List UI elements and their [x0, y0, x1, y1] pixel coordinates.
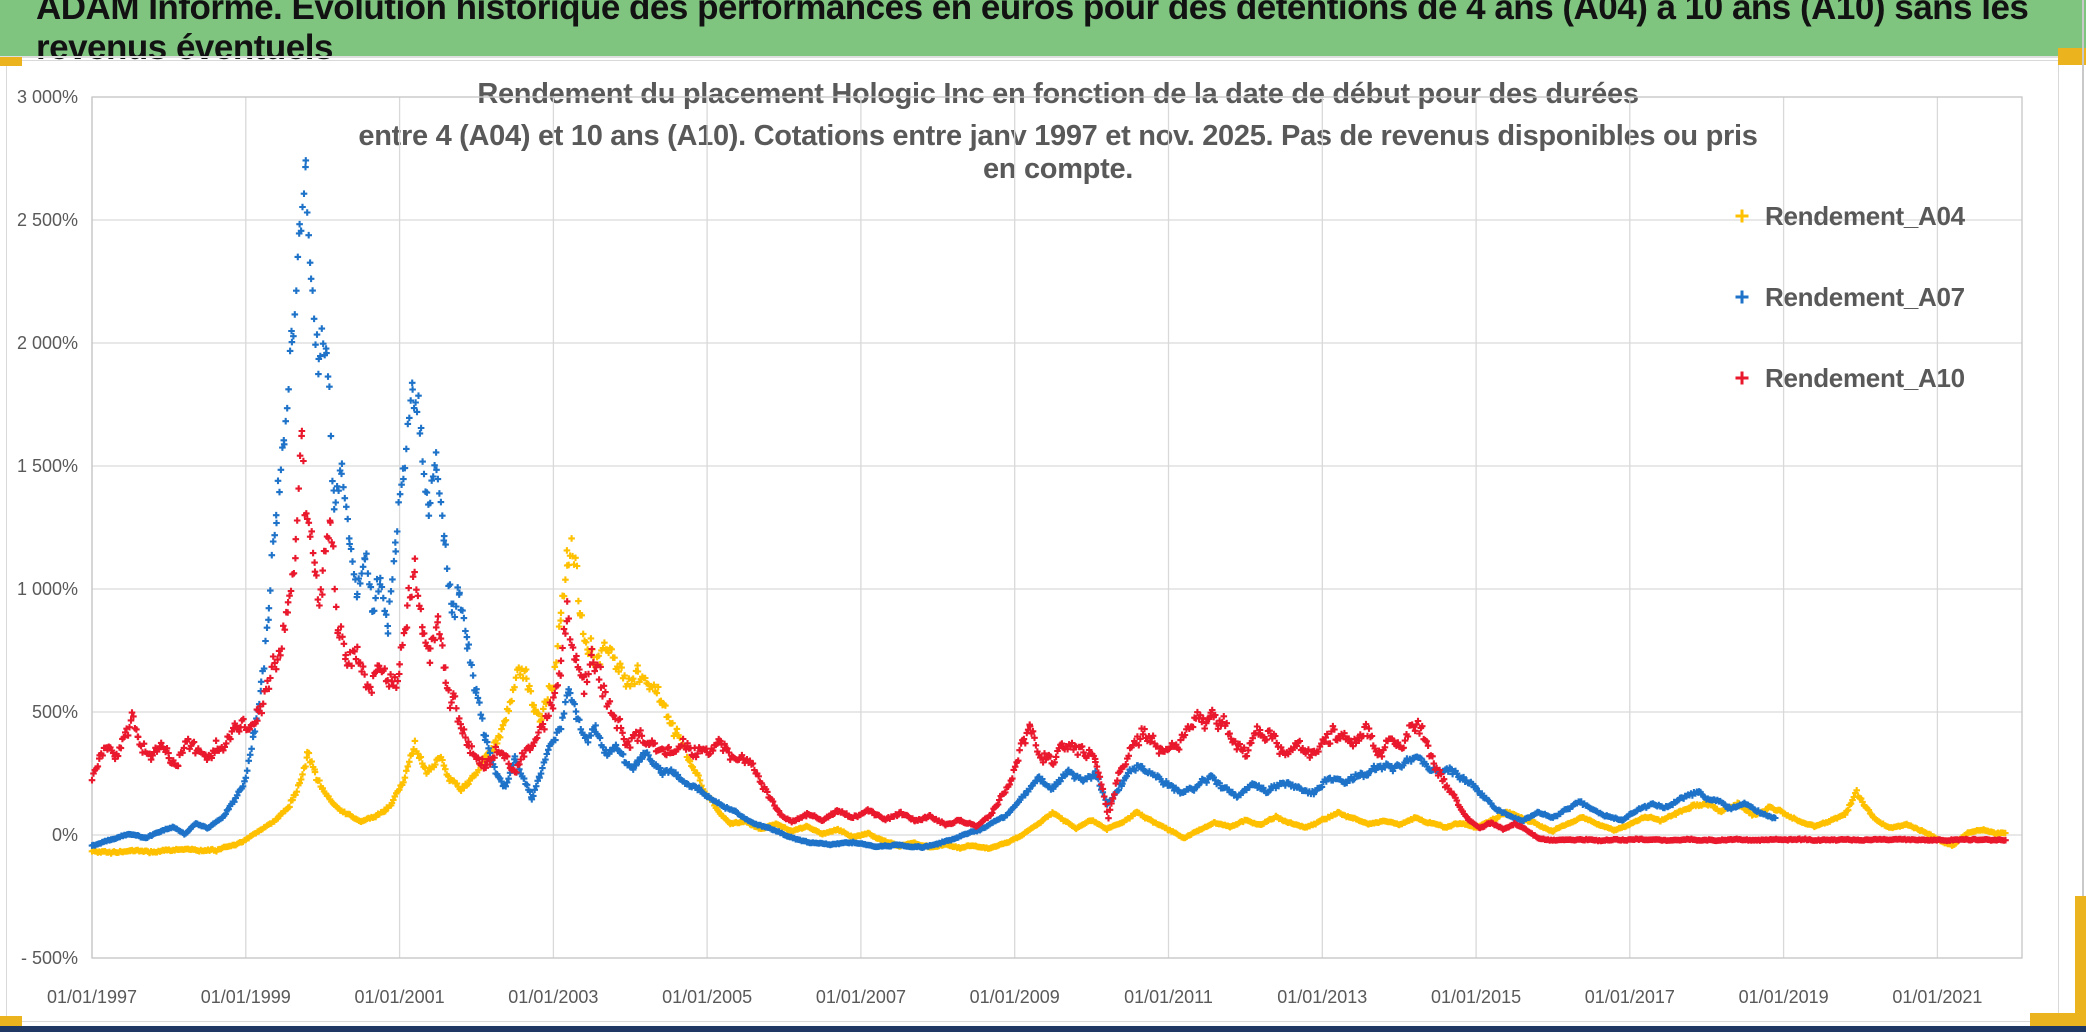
x-tick-label: 01/01/2005: [662, 987, 753, 1007]
plot-border: [91, 96, 2023, 959]
y-tick-label: 500%: [31, 702, 78, 722]
y-tick-label: 2 500%: [16, 210, 78, 230]
x-tick-label: 01/01/2013: [1277, 987, 1368, 1007]
series-Rendement_A04: [88, 535, 2009, 857]
x-tick-label: 01/01/2003: [508, 987, 599, 1007]
x-tick-label: 01/01/2015: [1431, 987, 1522, 1007]
legend-label: Rendement_A04: [1765, 200, 1965, 231]
bottom-taskbar: [0, 1026, 2086, 1032]
gold-accent-top-left: [0, 57, 22, 66]
legend-marker-plus-icon: [1735, 209, 1749, 223]
y-tick-label: - 500%: [20, 948, 78, 968]
y-tick-label: 3 000%: [16, 87, 78, 107]
y-tick-label: 1 500%: [16, 456, 78, 476]
gold-accent-right-bar: [2075, 896, 2086, 1032]
x-tick-label: 01/01/2019: [1738, 987, 1829, 1007]
x-tick-label: 01/01/2009: [969, 987, 1060, 1007]
x-tick-label: 01/01/2007: [815, 987, 906, 1007]
x-tick-label: 01/01/2021: [1892, 987, 1983, 1007]
legend-label: Rendement_A07: [1765, 281, 1965, 312]
legend-marker-plus-icon: [1735, 371, 1749, 385]
x-tick-label: 01/01/1999: [200, 987, 291, 1007]
legend-marker-plus-icon: [1735, 290, 1749, 304]
chart-title-line2: entre 4 (A04) et 10 ans (A10). Cotations…: [358, 120, 1758, 185]
window-title-bar: ADAM Informe. Evolution historique des p…: [0, 0, 2086, 67]
legend-item-Rendement_A07[interactable]: Rendement_A07: [1733, 277, 1965, 317]
gold-accent-top-right: [2058, 48, 2086, 65]
gold-accent-bottom-left: [0, 1016, 22, 1027]
legend-label: Rendement_A10: [1765, 362, 1965, 393]
y-tick-label: 0%: [51, 825, 78, 845]
legend-item-Rendement_A10[interactable]: Rendement_A10: [1733, 358, 1965, 398]
chart-title-line1: Rendement du placement Hologic Inc en fo…: [477, 78, 1639, 110]
x-tick-label: 01/01/2001: [354, 987, 445, 1007]
x-tick-label: 01/01/2017: [1584, 987, 1675, 1007]
titlebar-divider: [0, 56, 2086, 58]
window-title: ADAM Informe. Evolution historique des p…: [36, 0, 2029, 67]
series-Rendement_A10: [88, 427, 2009, 845]
legend-item-Rendement_A04[interactable]: Rendement_A04: [1733, 196, 1965, 236]
x-tick-label: 01/01/2011: [1124, 987, 1213, 1007]
right-window-border: [2082, 0, 2084, 1032]
y-tick-label: 1 000%: [16, 579, 78, 599]
series-Rendement_A07: [88, 157, 1779, 851]
x-tick-label: 01/01/1997: [46, 987, 138, 1007]
y-tick-label: 2 000%: [16, 333, 78, 353]
